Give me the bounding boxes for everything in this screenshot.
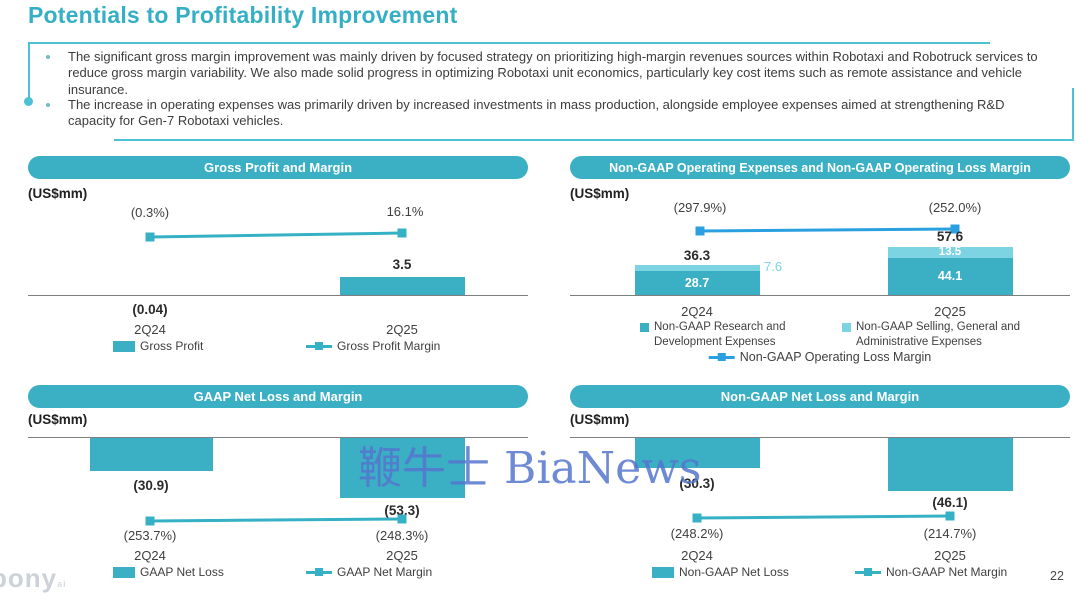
segment-value-rd-2q25: 44.1: [937, 269, 963, 283]
page-number: 22: [1050, 569, 1064, 583]
bar-2q25: [340, 277, 465, 295]
bar-2q24: [90, 438, 213, 471]
chart-header: Non-GAAP Operating Expenses and Non-GAAP…: [570, 156, 1070, 179]
callout-border-top: [28, 42, 990, 44]
pony-logo-suffix: ai: [57, 579, 67, 589]
line-point-label-2q24: (0.3%): [130, 205, 170, 220]
bullet-icon: [46, 55, 50, 59]
legend-gross-profit-margin: Gross Profit Margin: [306, 339, 440, 353]
total-value-2q25: 57.6: [936, 229, 964, 244]
pony-logo: ponyai: [0, 563, 67, 594]
legend-rd-swatch-icon: [640, 323, 649, 332]
bar-rd-2q24: [635, 271, 760, 295]
bar-value-2q25: (46.1): [932, 495, 968, 510]
pony-logo-text: pony: [0, 563, 58, 593]
chart-header: GAAP Net Loss and Margin: [28, 385, 528, 408]
chart-non-gaap-operating-expenses: Non-GAAP Operating Expenses and Non-GAAP…: [570, 156, 1070, 380]
bar-2q24: [635, 438, 760, 468]
legend-non-gaap-net-loss: Non-GAAP Net Loss: [652, 565, 789, 579]
category-label-2q25: 2Q25: [934, 304, 966, 319]
legend-line-marker-icon: [306, 568, 332, 577]
total-value-2q24: 36.3: [683, 248, 711, 263]
category-label-2q25: 2Q25: [386, 322, 418, 337]
legend-label: Non-GAAP Net Margin: [886, 565, 1008, 579]
line-point-label-2q24: (297.9%): [673, 200, 727, 215]
category-label-2q25: 2Q25: [934, 548, 966, 563]
legend-line-marker-icon: [708, 353, 735, 362]
legend-bar-swatch-icon: [652, 566, 674, 578]
legend-label: Non-GAAP Operating Loss Margin: [739, 350, 932, 364]
chart-header: Non-GAAP Net Loss and Margin: [570, 385, 1070, 408]
legend-label: Gross Profit Margin: [337, 339, 441, 353]
line-point-label-2q25: 16.1%: [386, 204, 424, 219]
bar-value-2q25: (53.3): [384, 503, 420, 518]
legend-non-gaap-net-margin: Non-GAAP Net Margin: [855, 565, 1007, 579]
bar-sga-2q25: [888, 247, 1013, 258]
unit-label: (US$mm): [28, 186, 88, 201]
x-axis-line: [28, 437, 528, 438]
legend-gaap-net-loss: GAAP Net Loss: [113, 565, 224, 579]
unit-label: (US$mm): [570, 186, 630, 201]
legend-label: GAAP Net Margin: [337, 565, 433, 579]
bullet-text-1: The significant gross margin improvement…: [68, 49, 1038, 97]
chart-non-gaap-net-loss-and-margin: Non-GAAP Net Loss and Margin (US$mm) (30…: [570, 385, 1070, 595]
bar-value-2q24: (30.3): [679, 476, 715, 491]
bar-rd-2q25: [888, 258, 1013, 295]
category-label-2q24: 2Q24: [134, 548, 166, 563]
legend-gaap-net-margin: GAAP Net Margin: [306, 565, 432, 579]
x-axis-line: [570, 295, 1070, 296]
legend-operating-loss-margin: Non-GAAP Operating Loss Margin: [708, 350, 932, 364]
segment-value-sga-2q25: 13.5: [938, 246, 962, 258]
legend-label: GAAP Net Loss: [140, 565, 224, 579]
callout-border-dot: [24, 97, 33, 106]
legend-label: Gross Profit: [140, 339, 204, 353]
chart-gross-profit-and-margin: Gross Profit and Margin (US$mm) (0.3%) 1…: [28, 156, 528, 380]
bar-sga-2q24: [635, 265, 760, 271]
segment-value-rd-2q24: 28.7: [684, 276, 710, 290]
unit-label: (US$mm): [570, 412, 630, 427]
bar-2q25: [888, 438, 1013, 491]
legend-line-marker-icon: [855, 568, 881, 577]
legend-gross-profit: Gross Profit: [113, 339, 203, 353]
legend-sga-expenses: Non-GAAP Selling, General and Administra…: [842, 320, 1042, 349]
bullet-text-2: The increase in operating expenses was p…: [68, 97, 1005, 129]
category-label-2q25: 2Q25: [386, 548, 418, 563]
line-point-label-2q24: (248.2%): [670, 526, 724, 541]
bar-value-2q24: (0.04): [132, 302, 168, 317]
callout-border-right: [1072, 88, 1074, 141]
chart-header: Gross Profit and Margin: [28, 156, 528, 179]
legend-bar-swatch-icon: [113, 566, 135, 578]
watermark-text: 鞭牛士 BiaNews: [358, 443, 702, 494]
bar-2q25: [340, 438, 465, 498]
category-label-2q24: 2Q24: [134, 322, 166, 337]
bar-value-2q25: 3.5: [392, 257, 412, 272]
legend-sga-swatch-icon: [842, 323, 851, 332]
legend-bar-swatch-icon: [113, 340, 135, 352]
legend-label: Non-GAAP Net Loss: [679, 565, 789, 579]
legend-label: Non-GAAP Research and Development Expens…: [654, 321, 786, 348]
x-axis-line: [28, 295, 528, 296]
legend-rd-expenses: Non-GAAP Research and Development Expens…: [640, 320, 810, 349]
segment-value-sga-2q24: 7.6: [764, 259, 783, 274]
chart-gaap-net-loss-and-margin: GAAP Net Loss and Margin (US$mm) (30.9) …: [28, 385, 528, 595]
line-point-label-2q24: (253.7%): [123, 528, 177, 543]
callout-border-bottom: [114, 139, 1074, 141]
category-label-2q24: 2Q24: [681, 304, 713, 319]
line-point-label-2q25: (214.7%): [923, 526, 977, 541]
bar-value-2q24: (30.9): [133, 478, 169, 493]
callout-border-left: [28, 42, 30, 99]
page-title: Potentials to Profitability Improvement: [28, 2, 458, 28]
bullet-icon: [46, 103, 50, 107]
x-axis-line: [570, 437, 1070, 438]
legend-label: Non-GAAP Selling, General and Administra…: [856, 321, 1021, 348]
line-point-label-2q25: (248.3%): [375, 528, 429, 543]
unit-label: (US$mm): [28, 412, 88, 427]
line-point-label-2q25: (252.0%): [928, 200, 982, 215]
legend-line-marker-icon: [306, 342, 332, 351]
category-label-2q24: 2Q24: [681, 548, 713, 563]
